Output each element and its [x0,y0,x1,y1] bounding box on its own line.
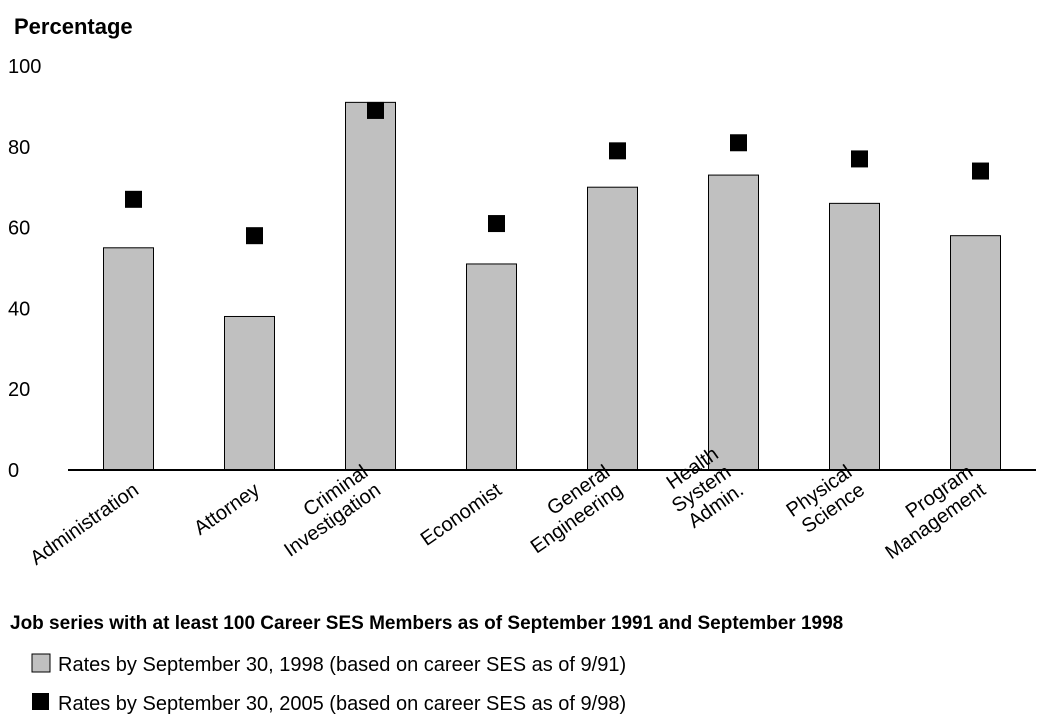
legend-swatch-bar [31,653,51,673]
category-label: PhysicalScience [783,461,869,540]
marker [125,190,142,208]
legend-swatch-marker [32,693,49,710]
category-label: Administration [26,479,142,570]
bar [829,202,880,471]
bar [103,247,154,471]
y-tick-label: 80 [8,137,30,159]
bar [708,174,759,471]
bar [224,315,275,471]
bar [345,101,396,471]
marker [609,142,626,160]
bars [103,101,1001,471]
y-axis-title: Percentage [14,14,133,39]
marker [246,227,263,245]
marker [851,150,868,168]
category-label: Attorney [190,479,264,540]
legend-label-bar: Rates by September 30, 1998 (based on ca… [58,654,626,676]
y-tick-label: 0 [8,460,19,482]
x-axis-title: Job series with at least 100 Career SES … [10,613,843,634]
category-label: ProgramManagement [869,461,990,564]
y-tick-label: 60 [8,218,30,240]
marker [488,215,505,233]
markers [125,101,989,245]
bar [466,263,517,471]
y-tick-label: 100 [8,56,41,78]
marker [367,101,384,119]
marker [972,162,989,180]
bar [587,186,638,471]
y-ticks: 0 20 40 60 80 100 [8,56,41,482]
legend-label-marker: Rates by September 30, 2005 (based on ca… [58,693,626,715]
category-label: GeneralEngineering [514,461,627,558]
y-tick-label: 20 [8,379,30,401]
bar [950,235,1001,471]
category-label: Economist [417,479,506,551]
category-label: CriminalInvestigation [268,461,385,561]
marker [730,134,747,152]
y-tick-label: 40 [8,298,30,320]
